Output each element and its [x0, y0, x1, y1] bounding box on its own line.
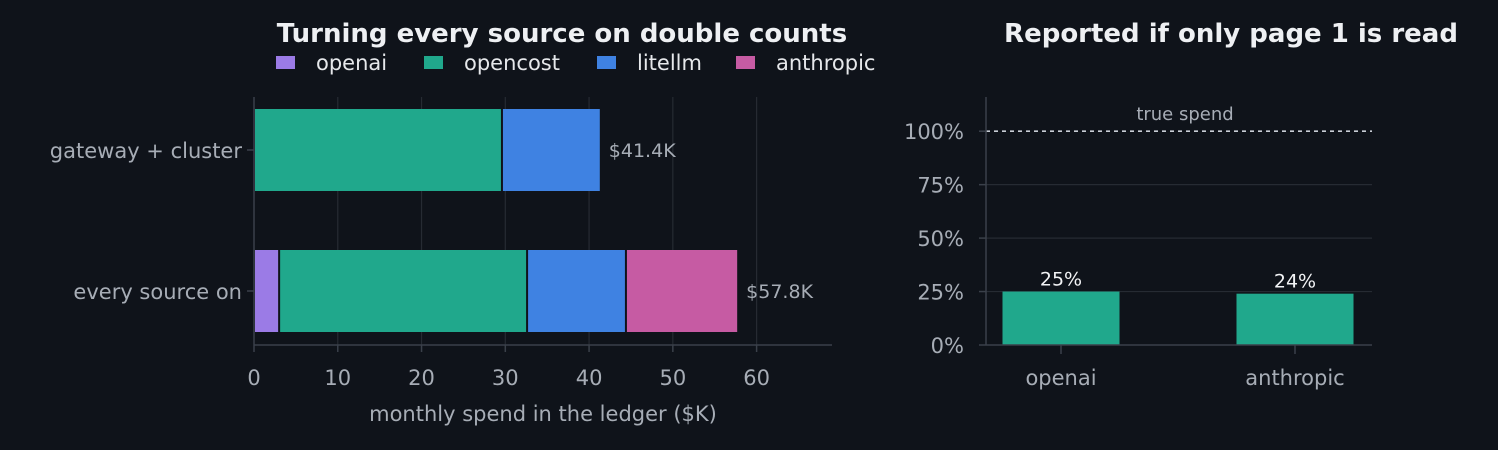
bar-litellm	[502, 109, 600, 191]
left-chart-title: Turning every source on double counts	[277, 19, 847, 49]
bar-litellm	[528, 250, 625, 332]
x-tick-label: 60	[743, 366, 770, 390]
right-axes: 0% 25% 50% 75% 100% openai anthropic	[904, 97, 1372, 390]
category-label: gateway + cluster	[50, 139, 243, 163]
y-tick-label: 100%	[904, 120, 964, 144]
legend-swatch-litellm	[597, 56, 616, 69]
bar-opencost	[280, 250, 527, 332]
legend: openai opencost litellm anthropic	[276, 51, 875, 75]
x-tick-label: 50	[659, 366, 686, 390]
value-label: 24%	[1274, 271, 1316, 293]
right-gridlines: true spend	[986, 104, 1372, 293]
x-tick-label: 0	[247, 366, 260, 390]
total-label: $57.8K	[746, 281, 813, 303]
category-label: every source on	[73, 280, 242, 304]
bar-openai	[1002, 291, 1120, 345]
x-tick-label: 40	[576, 366, 603, 390]
x-tick-label: 30	[492, 366, 519, 390]
legend-swatch-opencost	[424, 56, 443, 69]
legend-label-anthropic: anthropic	[776, 51, 875, 75]
y-tick-label: 75%	[917, 174, 964, 198]
legend-label-opencost: opencost	[464, 51, 560, 75]
bar-openai	[255, 250, 279, 332]
true-spend-label: true spend	[1136, 104, 1233, 125]
left-panel: Turning every source on double counts op…	[50, 19, 876, 426]
bar-opencost	[255, 109, 501, 191]
x-tick-label: 10	[324, 366, 351, 390]
right-panel: Reported if only page 1 is read true spe…	[904, 19, 1458, 390]
right-chart-title: Reported if only page 1 is read	[1004, 19, 1458, 49]
legend-swatch-openai	[276, 56, 295, 69]
left-x-axis-label: monthly spend in the ledger ($K)	[369, 402, 717, 426]
category-label: openai	[1025, 366, 1096, 390]
y-tick-label: 25%	[917, 281, 964, 305]
x-tick-label: 20	[408, 366, 435, 390]
category-label: anthropic	[1245, 366, 1344, 390]
left-axes: 0 10 20 30 40 50 60 gateway + cluster every sour…	[50, 97, 832, 390]
y-tick-label: 0%	[931, 334, 964, 358]
bar-anthropic	[626, 250, 738, 332]
legend-swatch-anthropic	[736, 56, 755, 69]
left-bars: $41.4K $57.8K	[255, 109, 814, 332]
total-label: $41.4K	[609, 140, 676, 162]
legend-label-litellm: litellm	[637, 51, 702, 75]
right-bars: 25% 24%	[1002, 269, 1354, 345]
value-label: 25%	[1040, 269, 1082, 291]
y-tick-label: 50%	[917, 227, 964, 251]
bar-anthropic	[1236, 293, 1354, 345]
legend-label-openai: openai	[316, 51, 387, 75]
